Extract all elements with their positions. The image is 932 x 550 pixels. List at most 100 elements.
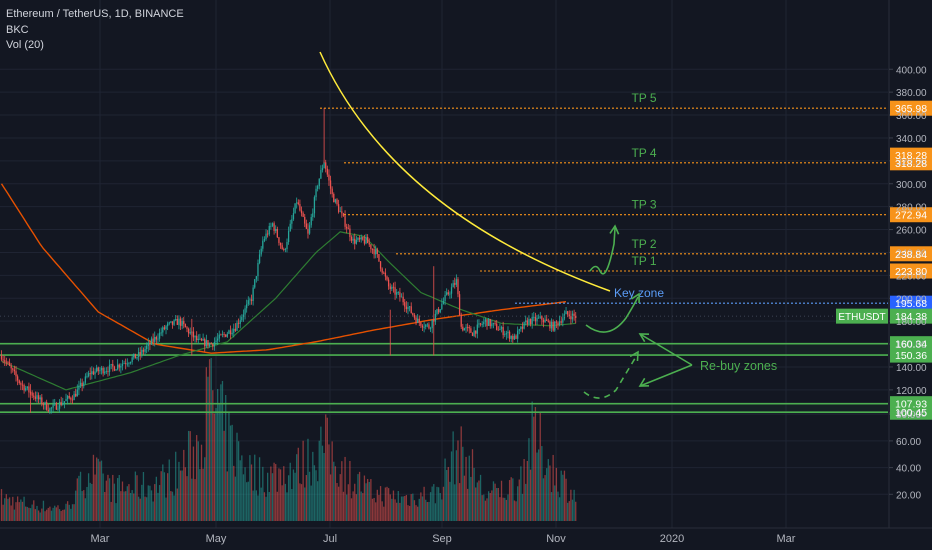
- candle-body: [470, 328, 472, 333]
- price-tag-bg: [890, 295, 932, 311]
- candle-body: [265, 233, 267, 240]
- volume-bar: [533, 416, 535, 521]
- candle-body: [184, 324, 187, 328]
- volume-bar: [384, 487, 387, 521]
- price-axis-label: 120.00: [896, 386, 927, 397]
- volume-bars: [0, 358, 577, 521]
- volume-bar: [196, 435, 198, 521]
- volume-bar: [200, 444, 203, 521]
- volume-bar: [16, 496, 19, 521]
- volume-bar: [321, 445, 324, 521]
- candle-body: [436, 309, 438, 314]
- candle-body: [107, 370, 109, 372]
- time-axis-label: Sep: [432, 533, 452, 545]
- volume-bar: [337, 486, 340, 521]
- candle-body: [196, 335, 198, 341]
- volume-bar: [234, 476, 237, 521]
- volume-bar: [571, 499, 574, 521]
- candle-body: [173, 320, 175, 325]
- volume-bar: [179, 470, 182, 521]
- candle-body: [215, 340, 217, 343]
- volume-bar: [175, 451, 177, 521]
- rebuy-zone-fill: [0, 403, 888, 413]
- candle-body: [166, 323, 169, 327]
- candle-body: [255, 276, 258, 280]
- candle-body: [241, 316, 243, 321]
- candle-body: [220, 334, 222, 336]
- volume-bar: [166, 473, 169, 521]
- volume-bar: [434, 503, 437, 521]
- candle-body: [13, 369, 16, 372]
- candle-body: [565, 311, 567, 315]
- candle-body: [473, 330, 475, 336]
- candle-body: [2, 359, 4, 361]
- volume-bar: [149, 485, 151, 521]
- candle-body: [275, 229, 277, 231]
- candle-body: [92, 371, 95, 375]
- volume-bar: [326, 417, 328, 521]
- volume-bar: [557, 491, 559, 521]
- candle-body: [512, 336, 514, 340]
- price-tag-label: 184.38: [895, 311, 927, 323]
- volume-bar: [247, 481, 249, 521]
- volume-bar: [126, 486, 128, 521]
- volume-bar: [429, 492, 432, 521]
- candle-body: [36, 395, 38, 399]
- candle-body: [41, 397, 43, 405]
- candle-body: [170, 321, 172, 323]
- volume-bar: [133, 493, 135, 521]
- volume-bar: [275, 464, 277, 521]
- rebuy-label: Re-buy zones: [700, 359, 777, 373]
- volume-bar: [392, 490, 395, 521]
- candle-body: [412, 313, 414, 315]
- rebuy-dashed-arrow-path: [583, 354, 638, 399]
- volume-bar: [358, 471, 361, 521]
- candle-body: [316, 186, 319, 189]
- candle-body: [246, 304, 248, 309]
- candle-body: [363, 239, 366, 244]
- price-tag-label: 195.68: [895, 298, 927, 310]
- price-axis-label: 260.00: [896, 226, 927, 237]
- candle-body: [183, 320, 185, 325]
- volume-bar: [273, 462, 275, 521]
- volume-bar: [308, 471, 311, 521]
- volume-bar: [71, 504, 74, 521]
- candle-body: [65, 399, 67, 402]
- candle-body: [315, 188, 317, 198]
- candle-body: [149, 342, 151, 345]
- candle-body: [84, 376, 87, 383]
- rebuy-callout-head-2: [638, 377, 650, 387]
- volume-bar: [152, 501, 154, 521]
- candle-body: [144, 348, 146, 352]
- volume-bar: [5, 494, 7, 521]
- candle-body: [371, 249, 374, 250]
- candle-body: [244, 308, 246, 315]
- candle-body: [123, 363, 125, 364]
- volume-bar: [457, 440, 459, 521]
- candle-body: [441, 303, 443, 310]
- volume-bar: [73, 504, 75, 521]
- candle-body: [152, 338, 154, 342]
- candle-body: [439, 309, 441, 313]
- candle-body: [347, 228, 349, 230]
- volume-bar: [442, 486, 445, 521]
- candle-body: [513, 335, 516, 340]
- volume-bar: [266, 472, 269, 521]
- volume-bar: [241, 455, 243, 521]
- volume-bar: [446, 470, 448, 521]
- price-axis-label: 60.00: [896, 437, 921, 448]
- candle-body: [279, 242, 282, 246]
- candle-body: [384, 272, 387, 277]
- candle-body: [486, 319, 488, 326]
- candle-body: [299, 204, 301, 211]
- volume-bar: [370, 479, 372, 521]
- candle-body: [252, 287, 254, 301]
- volume-bar: [528, 438, 530, 521]
- candle-body: [454, 283, 456, 285]
- candle-body: [284, 249, 287, 250]
- volume-bar: [281, 485, 283, 521]
- volume-bar: [502, 497, 504, 521]
- candle-body: [87, 373, 90, 377]
- candle-body: [321, 168, 324, 171]
